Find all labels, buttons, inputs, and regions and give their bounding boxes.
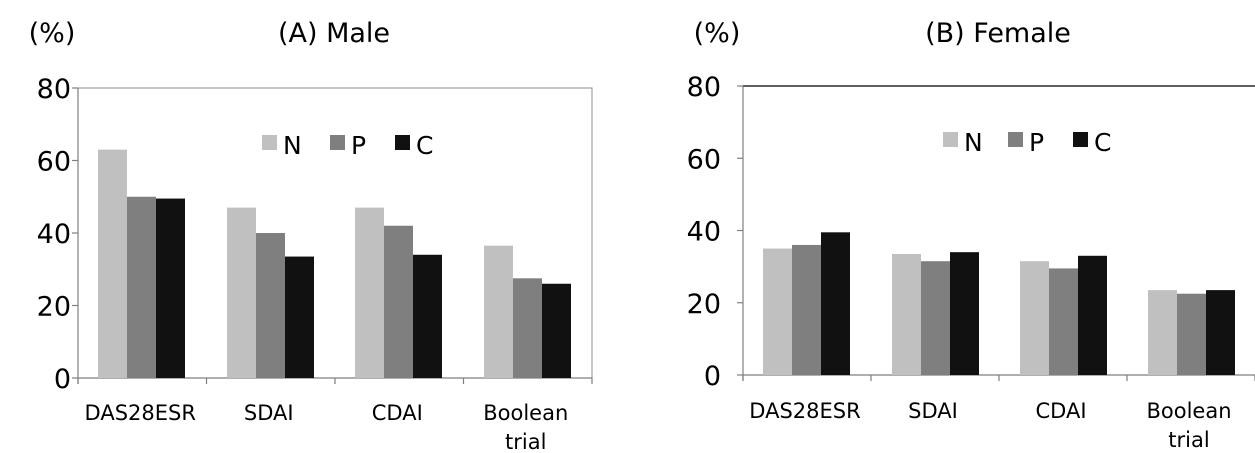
y-tick-label: 80 [687, 72, 721, 103]
legend-swatch [1008, 132, 1023, 147]
bar-c [285, 256, 314, 378]
category-label: trial [505, 430, 546, 453]
bar-p [921, 261, 950, 375]
legend-swatch [395, 135, 410, 150]
bar-c [950, 252, 979, 375]
chart-title: (B) Female [925, 18, 1071, 49]
bar-n [355, 207, 384, 378]
y-axis-label: (%) [694, 18, 741, 49]
bar-n [1020, 261, 1049, 375]
y-tick-label: 20 [37, 292, 71, 323]
y-axis-label: (%) [29, 18, 76, 49]
y-tick-label: 60 [37, 147, 71, 178]
legend-label: N [283, 131, 302, 160]
category-label: CDAI [372, 401, 423, 425]
y-tick-label: 20 [687, 289, 721, 320]
bar-n [892, 253, 921, 375]
bar-n [227, 207, 256, 378]
legend-label: C [1094, 128, 1111, 157]
chart-male: 0 20 40 60 80 DAS28ESR SDAI CDAI Boolean trial N P C… [29, 18, 593, 453]
category-label: SDAI [244, 401, 294, 425]
y-tick-label: 80 [37, 74, 71, 105]
y-tick-label: 40 [687, 217, 721, 248]
legend-swatch [330, 135, 345, 150]
bar-p [127, 196, 156, 378]
bar-p [384, 225, 413, 378]
bar-c [821, 232, 850, 375]
bar-n [1148, 290, 1177, 375]
bar-p [1049, 268, 1078, 375]
legend-swatch [1073, 132, 1088, 147]
bar-n [763, 248, 792, 375]
legend-label: C [416, 131, 433, 160]
y-tick-label: 60 [687, 144, 721, 175]
y-tick-label: 0 [704, 361, 721, 392]
y-tick-label: 40 [37, 219, 71, 250]
category-label: SDAI [908, 399, 958, 423]
legend-label: N [964, 128, 983, 157]
bar-c [1078, 255, 1107, 375]
category-label: DAS28ESR [749, 399, 860, 423]
bar-p [513, 278, 542, 378]
y-tick-label: 0 [54, 364, 71, 395]
bar-c [413, 254, 442, 378]
bar-p [256, 233, 285, 378]
legend-label: P [1029, 128, 1044, 157]
category-label: CDAI [1035, 399, 1086, 423]
bar-n [98, 149, 127, 378]
bar-n [484, 245, 513, 378]
category-label: Boolean [483, 401, 568, 425]
legend-swatch [262, 135, 277, 150]
bar-c [1206, 290, 1235, 375]
bar-c [542, 283, 571, 378]
chart-title: (A) Male [278, 18, 390, 49]
category-label: Boolean [1146, 399, 1231, 423]
chart-female: 0 20 40 60 80 DAS28ESR SDAI CDAI Boolean trial N P C… [687, 18, 1255, 452]
category-label: trial [1168, 428, 1209, 452]
category-label: DAS28ESR [85, 401, 196, 425]
bar-p [1177, 293, 1206, 375]
bar-p [792, 244, 821, 375]
legend-label: P [351, 131, 366, 160]
legend-swatch [943, 132, 958, 147]
bar-c [156, 198, 185, 378]
